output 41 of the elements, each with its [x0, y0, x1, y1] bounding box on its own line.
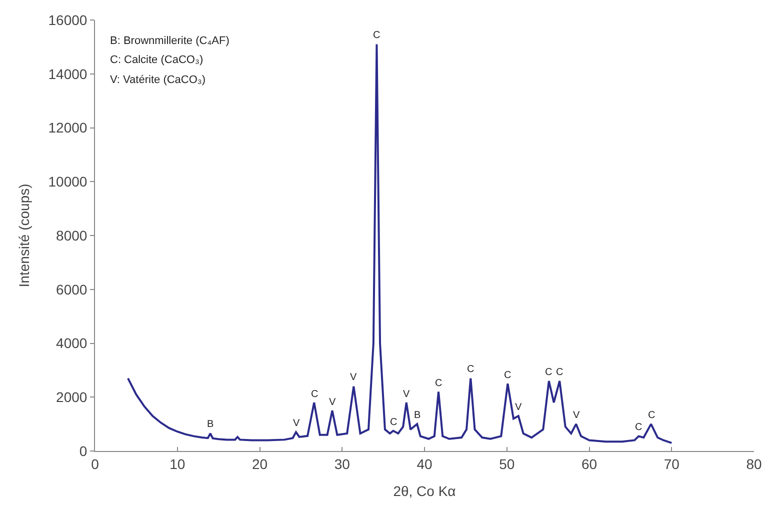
x-tick-label: 70 — [664, 456, 680, 472]
y-axis-title: Intensité (coups) — [16, 184, 32, 288]
x-axis-title: 2θ, Co Kα — [393, 483, 456, 500]
annotation: V: Vatérite (CaCO₃) — [110, 74, 206, 86]
annotation: C — [467, 364, 474, 375]
annotation: C — [556, 367, 564, 378]
y-tick-label: 14000 — [48, 66, 88, 82]
x-tick-label: 60 — [581, 456, 598, 472]
x-tick-label: 40 — [416, 456, 432, 472]
annotation: C — [504, 370, 512, 381]
x-tick-label: 30 — [334, 456, 350, 472]
annotation: V — [293, 418, 300, 429]
y-tick-label: 2000 — [56, 389, 88, 406]
annotation: V — [329, 397, 336, 408]
annotation: V — [515, 402, 522, 413]
annotation: V — [350, 372, 357, 383]
annotation: B — [414, 410, 421, 421]
y-tick-label: 4000 — [56, 335, 88, 352]
x-tick-label: 0 — [91, 456, 100, 472]
annotation: C — [311, 389, 318, 400]
y-tick-label: 8000 — [56, 227, 88, 244]
annotation: C — [648, 410, 656, 421]
y-tick-label: 0 — [79, 442, 88, 459]
y-tick-label: 6000 — [56, 281, 88, 298]
y-tick-label: 16000 — [48, 12, 88, 28]
annotation: V — [403, 389, 410, 400]
annotation: C — [545, 367, 552, 378]
annotation: B: Brownmillerite (C₄AF) — [110, 35, 230, 47]
annotation: C — [635, 422, 642, 433]
x-tick-label: 10 — [170, 456, 186, 472]
x-tick-label: 20 — [252, 456, 268, 472]
annotation: V — [573, 410, 580, 421]
x-tick-label: 80 — [746, 456, 762, 472]
annotation: C — [435, 378, 442, 389]
annotation: B — [207, 419, 214, 430]
annotation: C: Calcite (CaCO₃) — [110, 54, 204, 66]
y-tick-label: 12000 — [48, 120, 88, 136]
y-tick-label: 10000 — [48, 174, 88, 190]
x-tick-label: 50 — [499, 456, 515, 472]
annotation: C — [373, 30, 380, 41]
annotation: C — [390, 417, 398, 428]
